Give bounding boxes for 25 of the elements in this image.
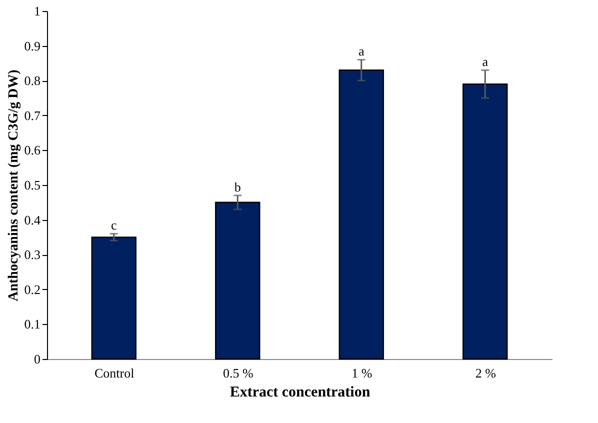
y-tick-label: 0.9	[24, 38, 40, 54]
x-tick-label: 1 %	[352, 366, 372, 380]
y-tick-label: 0.6	[24, 142, 41, 158]
y-tick-label: 0.5	[24, 178, 40, 192]
bar	[91, 236, 136, 360]
x-tick-label: 0.5 %	[222, 366, 254, 380]
x-tick-label: Control	[94, 366, 135, 380]
bar	[338, 70, 384, 360]
annotation: a	[358, 44, 364, 59]
y-axis-title: Anthocyanins content (mg C3G/g DW)	[6, 69, 22, 302]
y-tick-label: 0.4	[24, 212, 41, 228]
bar	[462, 83, 508, 360]
y-tick-label: 1	[34, 4, 40, 18]
y-tick-label: 0.8	[24, 73, 40, 88]
y-tick-label: 0.7	[24, 108, 41, 123]
annotation: a	[482, 54, 488, 70]
annotation: b	[234, 179, 241, 194]
annotation: c	[110, 218, 117, 233]
y-tick-label: 0.2	[24, 282, 40, 297]
bar	[215, 202, 260, 360]
y-tick-label: 0.3	[24, 247, 40, 262]
x-tick-label: 2 %	[475, 366, 496, 380]
x-axis-title: Extract concentration	[230, 384, 371, 400]
y-tick-label: 0.1	[24, 316, 40, 332]
y-tick-label: 0	[34, 352, 40, 366]
